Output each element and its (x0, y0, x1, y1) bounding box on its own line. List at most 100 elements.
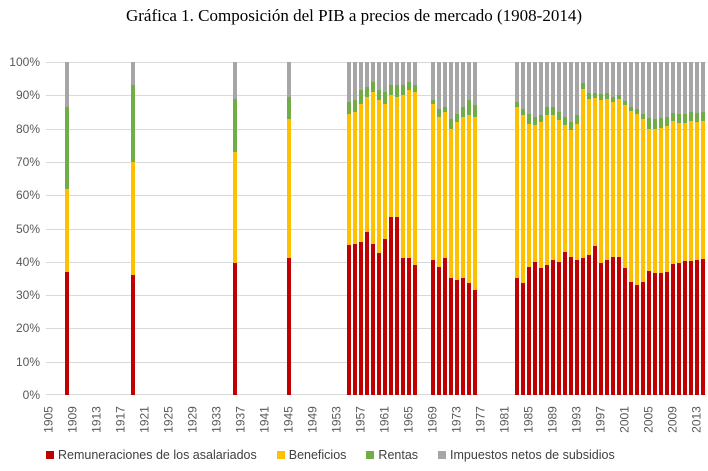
x-label-1961: 1961 (377, 406, 392, 433)
bar-1993-beneficios (575, 123, 579, 261)
chart-title: Gráfica 1. Composición del PIB a precios… (125, 6, 583, 25)
bar-2009-remuneraciones (671, 264, 675, 395)
bar-2008-beneficios (665, 125, 669, 272)
bar-1976-impuestos (473, 62, 477, 106)
bar-2000-beneficios (617, 99, 621, 257)
bar-1961-impuestos (383, 62, 387, 92)
bar-2001-rentas (623, 100, 627, 106)
bar-1908-beneficios (65, 188, 69, 272)
bar-1969-impuestos (431, 62, 435, 101)
x-label-1977: 1977 (473, 406, 488, 433)
y-label-0%: 0% (22, 388, 40, 402)
x-label-2013: 2013 (689, 406, 704, 433)
bar-1969-rentas (431, 100, 435, 104)
bar-1973-impuestos (455, 62, 459, 114)
bar-1974-rentas (461, 106, 465, 117)
bar-1955-rentas (347, 101, 351, 114)
bar-1974-impuestos (461, 62, 465, 107)
bar-1984-beneficios (521, 115, 525, 284)
bar-1986-impuestos (533, 62, 537, 117)
bar-2004-impuestos (641, 62, 645, 114)
x-label-1985: 1985 (521, 406, 536, 433)
bar-1983-impuestos (515, 62, 519, 102)
bar-1962-beneficios (389, 95, 393, 217)
bar-1964-rentas (401, 85, 405, 96)
y-label-60%: 60% (15, 188, 40, 203)
bar-1998-beneficios (605, 98, 609, 261)
legend-item-remuneraciones: Remuneraciones de los asalariados (46, 448, 257, 462)
y-label-30%: 30% (15, 288, 40, 303)
bar-2014-remuneraciones (701, 259, 705, 395)
bar-2006-impuestos (653, 62, 657, 120)
bar-1971-remuneraciones (443, 258, 447, 395)
y-label-10%: 10% (15, 354, 40, 369)
bar-2012-rentas (689, 111, 693, 121)
bar-2004-remuneraciones (641, 281, 645, 395)
bar-2003-beneficios (635, 114, 639, 286)
bar-1960-impuestos (377, 62, 381, 91)
bar-1990-rentas (557, 111, 561, 121)
bar-2011-impuestos (683, 62, 687, 114)
bar-1965-remuneraciones (407, 258, 411, 395)
bar-2000-impuestos (617, 62, 621, 95)
bar-1908-rentas (65, 106, 69, 189)
bar-1976-rentas (473, 105, 477, 117)
bar-2005-remuneraciones (647, 270, 651, 395)
bar-1965-beneficios (407, 90, 411, 259)
bar-2009-impuestos (671, 62, 675, 113)
bar-1966-impuestos (413, 62, 417, 86)
bar-1996-beneficios (593, 97, 597, 247)
bar-1956-impuestos (353, 62, 357, 101)
bar-1995-rentas (587, 92, 591, 99)
bar-1996-rentas (593, 92, 597, 98)
bar-1936-remuneraciones (233, 263, 237, 395)
x-label-1969: 1969 (425, 406, 440, 433)
bar-1997-beneficios (599, 99, 603, 264)
bar-2000-rentas (617, 94, 621, 100)
bar-1955-beneficios (347, 113, 351, 246)
bar-1999-beneficios (611, 101, 615, 258)
bar-1961-beneficios (383, 103, 387, 239)
bar-1964-beneficios (401, 95, 405, 259)
bar-2001-remuneraciones (623, 268, 627, 395)
bar-2010-remuneraciones (677, 263, 681, 395)
bar-1959-beneficios (371, 92, 375, 244)
bar-1962-remuneraciones (389, 216, 393, 395)
bar-1976-remuneraciones (473, 290, 477, 395)
bar-1960-remuneraciones (377, 253, 381, 395)
y-axis: 0% 10% 20% 30% 40% 50% 60% 70% 80% 90% 100% (0, 55, 40, 402)
bar-1998-impuestos (605, 62, 609, 94)
bar-1991-impuestos (563, 62, 567, 117)
bar-1958-beneficios (365, 96, 369, 232)
bar-2005-impuestos (647, 62, 651, 118)
gridline-80 (46, 128, 706, 130)
y-label-50%: 50% (15, 221, 40, 236)
bar-2003-impuestos (635, 62, 639, 110)
impuestos-swatch-icon (438, 451, 447, 459)
bar-2002-impuestos (629, 62, 633, 107)
x-label-1929: 1929 (185, 406, 200, 433)
bar-1964-impuestos (401, 62, 405, 86)
bar-2002-beneficios (629, 110, 633, 282)
legend-label-beneficios: Beneficios (288, 448, 347, 462)
bar-1961-remuneraciones (383, 238, 387, 395)
bar-1990-remuneraciones (557, 261, 561, 395)
bar-1975-beneficios (467, 115, 471, 284)
bar-1955-impuestos (347, 62, 351, 102)
x-label-1953: 1953 (329, 406, 344, 433)
gridline-10 (46, 361, 706, 363)
y-label-100%: 100% (9, 55, 40, 69)
x-label-1949: 1949 (305, 406, 320, 433)
bar-1973-rentas (455, 113, 459, 122)
gridline-20 (46, 328, 706, 330)
bar-1971-impuestos (443, 62, 447, 107)
bar-1988-rentas (545, 106, 549, 116)
bar-1919-impuestos (131, 62, 135, 86)
bar-1985-remuneraciones (527, 266, 531, 395)
bar-1971-rentas (443, 106, 447, 112)
x-label-1909: 1909 (65, 406, 80, 433)
bar-1971-beneficios (443, 111, 447, 259)
bar-1963-beneficios (395, 96, 399, 217)
gridline-30 (46, 295, 706, 297)
